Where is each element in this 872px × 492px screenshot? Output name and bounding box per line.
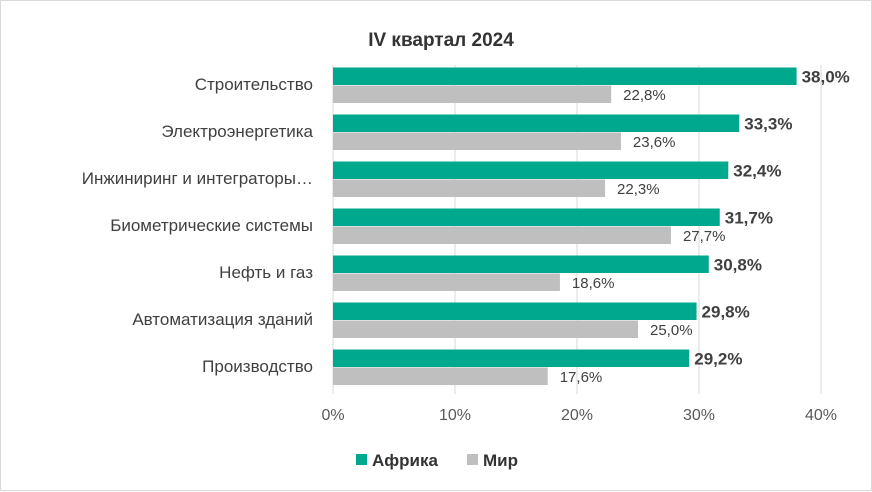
bar-africa <box>333 255 709 273</box>
data-label-world: 17,6% <box>560 369 603 386</box>
bar-world <box>333 273 560 291</box>
legend-swatch-africa <box>356 454 367 465</box>
category-label: Автоматизация зданий <box>132 310 313 329</box>
category-label: Биометрические системы <box>110 216 313 235</box>
x-axis-ticks: 0% 10% 20% 30% 40% <box>321 407 837 424</box>
category-label: Инжиниринг и интеграторы… <box>82 169 313 188</box>
data-label-world: 22,3% <box>617 181 660 198</box>
category-label: Нефть и газ <box>219 263 313 282</box>
bar-africa <box>333 67 797 85</box>
data-label-africa: 31,7% <box>725 208 773 227</box>
legend-label-africa: Африка <box>372 451 438 470</box>
data-label-world: 22,8% <box>623 87 666 104</box>
data-labels: 38,0% 22,8% 33,3% 23,6% 32,4% 22,3% 31,7%27,7%… <box>560 67 850 386</box>
bar-world <box>333 179 606 197</box>
category-labels: Строительство Электроэнергетика Инжиниринг… <box>82 75 314 376</box>
bar-africa <box>333 208 720 226</box>
bar-world <box>333 367 548 385</box>
bar-world <box>333 132 621 150</box>
chart-title: IV квартал 2024 <box>368 30 514 51</box>
x-tick-label: 10% <box>439 407 471 424</box>
legend-swatch-world <box>467 454 478 465</box>
data-label-world: 23,6% <box>633 134 676 151</box>
bar-world <box>333 226 671 244</box>
category-label: Электроэнергетика <box>161 122 313 141</box>
data-label-world: 25,0% <box>650 322 693 339</box>
bar-africa <box>333 302 697 320</box>
bar-world <box>333 320 638 338</box>
data-label-africa: 29,2% <box>694 349 742 368</box>
category-label: Производство <box>202 357 313 376</box>
data-label-world: 27,7% <box>683 228 726 245</box>
data-label-africa: 38,0% <box>802 67 850 86</box>
legend-label-world: Мир <box>483 451 518 470</box>
data-label-africa: 33,3% <box>744 114 792 133</box>
data-label-africa: 29,8% <box>702 302 750 321</box>
data-label-africa: 32,4% <box>733 161 781 180</box>
x-tick-label: 0% <box>321 407 344 424</box>
data-label-africa: 30,8% <box>714 255 762 274</box>
x-tick-label: 30% <box>683 407 715 424</box>
bar-world <box>333 85 612 103</box>
bar-africa <box>333 114 740 132</box>
x-tick-label: 20% <box>561 407 593 424</box>
legend: Африка Мир <box>356 451 518 470</box>
bar-africa <box>333 349 690 367</box>
data-label-world: 18,6% <box>572 275 615 292</box>
x-tick-label: 40% <box>805 407 837 424</box>
bars <box>333 67 797 385</box>
category-label: Строительство <box>195 75 313 94</box>
bar-africa <box>333 161 729 179</box>
